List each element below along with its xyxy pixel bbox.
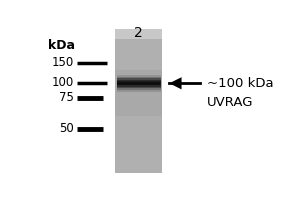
- Text: 50: 50: [59, 122, 74, 135]
- Bar: [117, 82, 160, 85]
- Bar: [116, 29, 162, 39]
- Bar: [117, 75, 161, 92]
- Text: 100: 100: [51, 76, 74, 89]
- Bar: [116, 70, 162, 116]
- Text: ~100 kDa: ~100 kDa: [207, 77, 274, 90]
- Text: 150: 150: [51, 56, 74, 69]
- Bar: [116, 29, 162, 173]
- Text: 2: 2: [134, 26, 143, 40]
- Bar: [117, 80, 161, 87]
- Text: kDa: kDa: [48, 39, 75, 52]
- Bar: [117, 78, 161, 88]
- Text: UVRAG: UVRAG: [207, 96, 254, 109]
- Text: 75: 75: [59, 91, 74, 104]
- Bar: [117, 77, 161, 90]
- Bar: [117, 81, 161, 85]
